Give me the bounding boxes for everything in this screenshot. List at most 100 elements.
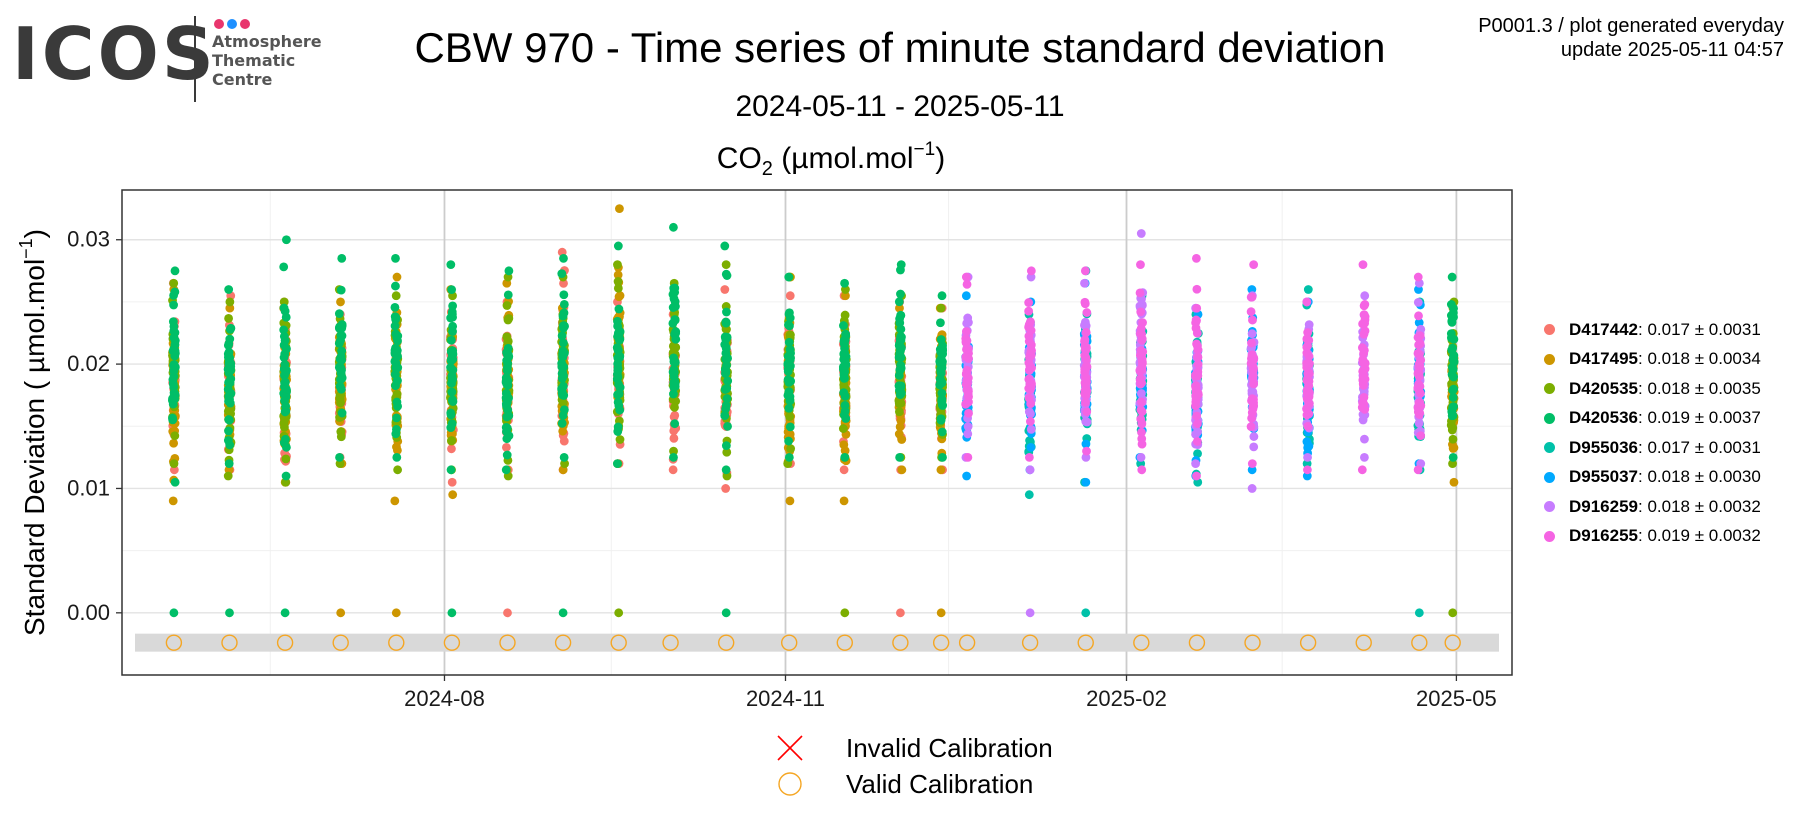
data-point-D420536 <box>614 304 624 314</box>
data-point-D420536 <box>559 299 569 309</box>
data-point-D916255 <box>1135 288 1145 298</box>
y-label-end: ) <box>19 229 50 238</box>
data-point-D916259 <box>1304 320 1314 329</box>
data-point-D916255 <box>1135 329 1145 339</box>
data-point-D420536 <box>669 452 678 462</box>
data-point-D420535 <box>615 435 625 444</box>
data-point-D417442 <box>785 291 795 301</box>
data-point-D417495 <box>895 303 904 313</box>
data-point-D916255 <box>1191 253 1201 263</box>
data-point-D420536 <box>226 374 236 384</box>
data-point-D420536 <box>336 336 345 345</box>
data-point-D417495 <box>168 496 178 506</box>
data-point-D420536 <box>839 321 848 330</box>
data-point-D420536 <box>894 370 904 380</box>
calibration-markers <box>165 634 1461 651</box>
data-point-D420536 <box>785 345 795 354</box>
data-point-D916255 <box>1416 431 1426 440</box>
data-point-D420536 <box>1448 393 1458 402</box>
valid-calibration-marker <box>1077 634 1094 651</box>
data-point-D420535 <box>502 301 512 310</box>
data-point-D420536 <box>334 309 344 319</box>
data-point-D916255 <box>1136 414 1146 424</box>
data-point-D420536 <box>335 354 345 364</box>
data-point-D916255 <box>1414 380 1424 390</box>
valid-calibration-marker <box>165 634 183 651</box>
data-point-D420535 <box>225 297 235 307</box>
data-point-D916255 <box>961 272 971 282</box>
data-point-D417495 <box>448 490 458 500</box>
data-point-D916255 <box>1413 369 1423 378</box>
data-point-D420536 <box>335 452 344 462</box>
zero-point-D420535 <box>614 608 624 618</box>
data-point-D417495 <box>839 496 849 506</box>
data-point-D420536 <box>224 459 234 468</box>
data-point-D417495 <box>785 496 795 506</box>
data-point-D420536 <box>894 297 904 307</box>
data-point-D420536 <box>895 390 905 399</box>
data-point-D916259 <box>1026 272 1036 282</box>
data-point-D420536 <box>671 302 680 311</box>
data-point-D916259 <box>1025 465 1035 475</box>
logo-line-2: Thematic <box>212 51 296 70</box>
data-point-D916255 <box>961 352 971 362</box>
data-point-D420536 <box>785 353 794 362</box>
data-point-D420536 <box>937 291 947 301</box>
panel-title-unit: (µmol.mol <box>773 142 914 175</box>
logo-subtitle: Atmosphere Thematic Centre <box>212 32 322 89</box>
data-point-D916255 <box>1024 365 1034 375</box>
data-point-D420536 <box>279 262 289 272</box>
valid-calibration-marker <box>499 634 516 651</box>
data-point-D420536 <box>840 278 849 288</box>
data-point-D916255 <box>1024 298 1034 307</box>
data-point-D916255 <box>1192 316 1201 326</box>
valid-calibration-marker <box>717 634 735 651</box>
data-point-D420536 <box>280 407 290 417</box>
data-point-D916255 <box>964 397 973 407</box>
data-point-D916255 <box>1024 306 1034 316</box>
data-point-D420536 <box>446 260 456 270</box>
data-point-D916255 <box>1082 308 1092 317</box>
data-point-D916255 <box>1193 345 1203 355</box>
data-point-D420536 <box>335 364 345 374</box>
data-point-D420536 <box>279 353 289 362</box>
data-point-D420535 <box>447 436 457 445</box>
data-point-D420536 <box>226 365 236 375</box>
data-point-D420536 <box>559 452 569 462</box>
data-point-D420536 <box>557 418 567 428</box>
data-point-D420536 <box>336 285 346 295</box>
data-point-D916259 <box>1249 432 1259 441</box>
data-point-D420536 <box>336 323 346 333</box>
data-point-D420536 <box>501 375 511 385</box>
valid-calibration-marker <box>932 634 950 651</box>
data-point-D916255 <box>1024 393 1034 403</box>
valid-calibration-marker <box>388 634 405 651</box>
data-point-D916255 <box>1360 358 1370 368</box>
data-point-D916255 <box>1358 319 1367 329</box>
data-point-D420536 <box>447 285 457 295</box>
logo-divider <box>194 16 196 102</box>
data-point-D916255 <box>1192 437 1202 446</box>
valid-calibration-marker <box>1133 634 1150 651</box>
data-point-D420535 <box>936 303 946 313</box>
data-point-D916255 <box>1135 366 1145 375</box>
data-point-D916255 <box>1025 378 1035 388</box>
data-point-D916255 <box>1135 375 1145 385</box>
data-point-D420535 <box>336 398 345 408</box>
data-point-D420536 <box>670 358 680 367</box>
data-point-D420536 <box>721 269 731 279</box>
data-point-D916255 <box>1080 299 1090 309</box>
data-point-D420536 <box>169 361 178 371</box>
data-point-D420536 <box>169 300 178 310</box>
data-point-D420536 <box>279 325 289 335</box>
legend-swatch <box>1544 501 1555 513</box>
points-layer <box>168 204 1459 618</box>
data-point-D420536 <box>447 387 457 397</box>
data-point-D420535 <box>280 422 289 432</box>
data-point-D420536 <box>839 410 849 420</box>
data-point-D420536 <box>558 410 568 420</box>
data-point-D420536 <box>785 361 795 371</box>
data-point-D916259 <box>1080 278 1089 288</box>
data-point-D417442 <box>169 465 179 475</box>
legend-item-D955037: D955037: 0.018 ± 0.0030 <box>1540 463 1761 493</box>
